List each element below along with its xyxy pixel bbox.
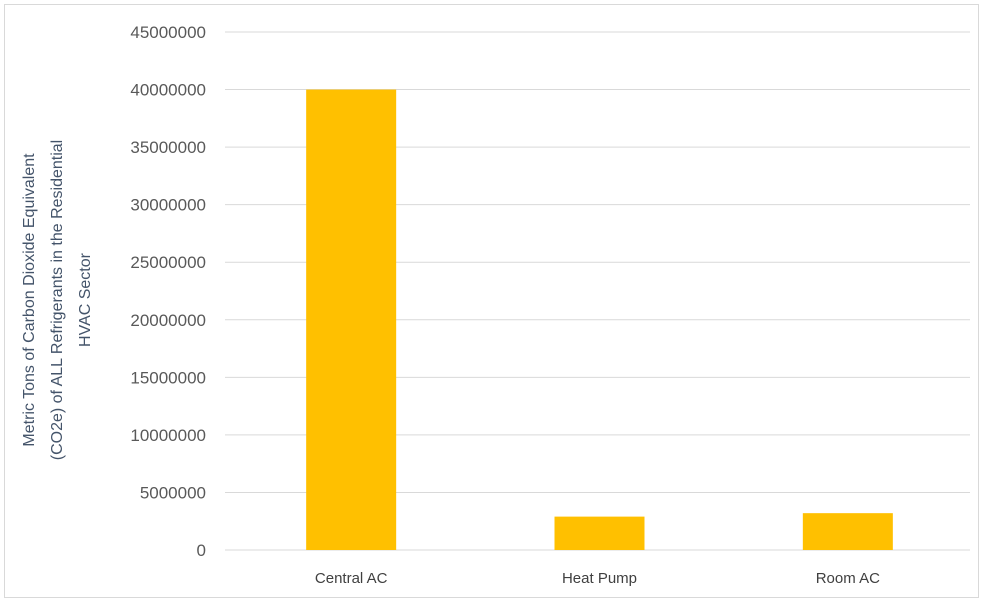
y-tick-label: 0 (197, 541, 206, 560)
y-tick-label: 10000000 (130, 426, 206, 445)
x-axis-categories: Central AC Heat Pump Room AC (315, 570, 880, 587)
y-axis-label-line-3: HVAC Sector (77, 252, 94, 347)
bar-room-ac (802, 513, 893, 550)
y-tick-label: 40000000 (130, 81, 206, 100)
y-tick-label: 45000000 (130, 23, 206, 42)
y-axis-ticks: 0 5000000 10000000 15000000 20000000 25000000… (130, 23, 206, 560)
x-category-label: Central AC (315, 570, 388, 587)
bars (306, 89, 893, 551)
x-category-label: Heat Pump (562, 570, 637, 587)
y-axis-label-line-2: (CO2e) of ALL Refrigerants in the Reside… (49, 140, 66, 460)
bar-central-ac (306, 89, 397, 551)
y-tick-label: 15000000 (130, 368, 206, 387)
y-tick-label: 5000000 (140, 483, 206, 502)
y-axis-label-line-1: Metric Tons of Carbon Dioxide Equivalent (21, 153, 38, 447)
y-tick-label: 30000000 (130, 196, 206, 215)
x-category-label: Room AC (816, 570, 880, 587)
chart-frame (4, 4, 979, 598)
y-tick-label: 25000000 (130, 253, 206, 272)
bar-heat-pump (554, 516, 645, 550)
y-tick-label: 35000000 (130, 138, 206, 157)
y-tick-label: 20000000 (130, 311, 206, 330)
y-axis-label: Metric Tons of Carbon Dioxide Equivalent… (21, 140, 94, 460)
